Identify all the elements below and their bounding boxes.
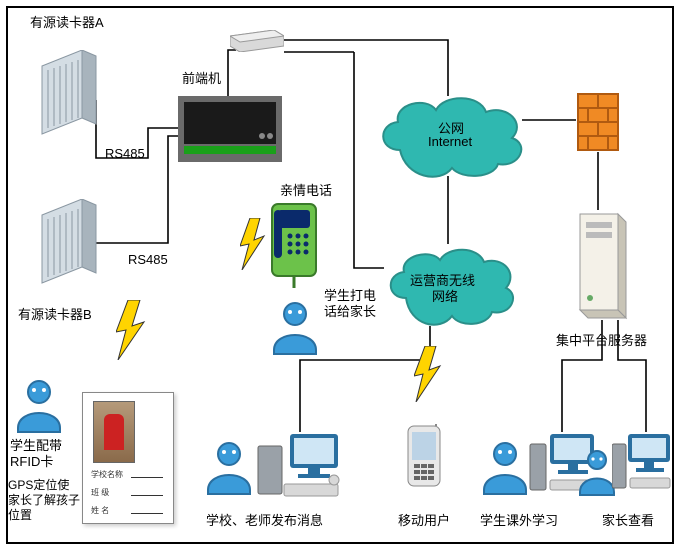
school-desktop: [254, 430, 324, 500]
id-photo: [93, 401, 135, 463]
rs485-label-1: RS485: [105, 146, 145, 161]
mobile-user-label: 移动用户: [398, 510, 450, 529]
school-person-icon: [204, 440, 254, 495]
phone-user-icon: [270, 300, 320, 355]
rfid-a-label: 有源读卡器A: [30, 12, 104, 31]
student-person-icon: [480, 440, 530, 495]
id-name: 姓 名: [91, 505, 109, 516]
frontend-label: 前端机: [182, 68, 221, 87]
school-publish-label: 学校、老师发布消息: [206, 510, 323, 529]
frontend-device: [178, 96, 282, 167]
server-label: 集中平台服务器: [556, 330, 647, 349]
id-class: 班 级: [91, 487, 109, 498]
parent-desktop: [612, 430, 681, 500]
rs485-label-2: RS485: [128, 252, 168, 267]
rfid-reader-a: [38, 50, 100, 145]
parent-view-label: 家长查看: [602, 510, 654, 529]
bolt-3: [414, 346, 442, 407]
gps-note-label: GPS定位使家长了解孩子位置: [8, 478, 80, 523]
cloud-carrier-l2: 网络: [432, 286, 458, 305]
rfid-b-label: 有源读卡器B: [18, 304, 92, 323]
bolt-2: [240, 218, 266, 275]
student-rfid-icon: [14, 378, 64, 433]
cloud-internet-l2: Internet: [428, 134, 472, 149]
server-icon: [576, 210, 628, 325]
switch-device: [230, 30, 284, 57]
id-card: 学校名称 班 级 姓 名: [82, 392, 174, 524]
affection-phone-label: 亲情电话: [280, 180, 332, 199]
student-call-label: 学生打电话给家长: [324, 288, 376, 321]
bolt-1: [116, 300, 146, 365]
public-phone: [268, 200, 320, 293]
student-study-label: 学生课外学习: [480, 510, 558, 529]
rfid-reader-b: [38, 199, 100, 294]
student-card-label: 学生配带RFID卡: [10, 438, 70, 471]
mobile-device: [406, 424, 442, 497]
id-school: 学校名称: [91, 469, 123, 480]
firewall-icon: [576, 92, 620, 157]
